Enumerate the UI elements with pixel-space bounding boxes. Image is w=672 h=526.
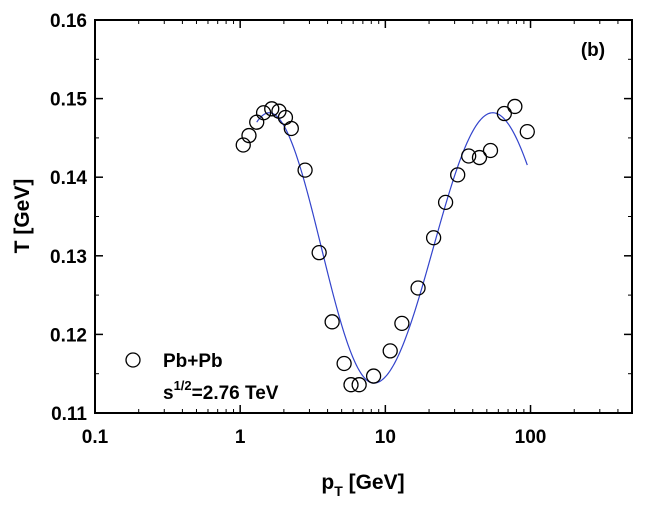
x-axis-title-main: p — [321, 471, 334, 494]
data-point — [297, 162, 313, 178]
x-axis-title-sub: T — [334, 483, 343, 499]
legend-energy: s1/2=2.76 TeV — [163, 378, 279, 404]
data-points — [235, 98, 535, 393]
data-point — [496, 105, 512, 122]
data-point — [382, 343, 398, 359]
data-point — [311, 245, 327, 261]
data-point — [241, 127, 257, 144]
data-point — [482, 142, 499, 159]
fit-curve — [256, 112, 528, 384]
y-axis-title: T [GeV] — [11, 179, 34, 254]
data-point — [425, 230, 442, 246]
data-point — [255, 105, 272, 121]
data-point — [343, 377, 359, 393]
data-point — [336, 355, 352, 372]
y-tick-label: 0.14 — [50, 168, 87, 189]
data-point — [249, 114, 265, 130]
legend-series-label: Pb+Pb — [163, 351, 223, 372]
data-point — [519, 123, 535, 140]
y-tick-label: 0.12 — [50, 325, 87, 346]
y-tick-label: 0.11 — [51, 404, 87, 425]
y-tick-label: 0.13 — [50, 247, 87, 268]
legend-marker — [125, 352, 141, 368]
data-point — [365, 368, 382, 384]
x-tick-label: 100 — [515, 427, 547, 448]
data-point — [410, 280, 426, 296]
data-point — [235, 137, 251, 153]
x-tick-label: 1 — [235, 427, 246, 448]
y-tick-label: 0.16 — [50, 11, 87, 32]
data-point — [507, 98, 523, 115]
y-tick-label: 0.15 — [50, 90, 87, 111]
data-point — [437, 194, 454, 211]
x-axis-title-rest: [GeV] — [343, 471, 405, 494]
plot-frame — [94, 19, 633, 414]
legend-energy-exp: 1/2 — [174, 378, 192, 393]
x-tick-label: 10 — [375, 427, 396, 448]
x-axis-title: pT [GeV] — [321, 471, 404, 499]
legend-energy-value: =2.76 TeV — [192, 383, 279, 404]
data-point — [450, 167, 466, 183]
data-point — [461, 148, 477, 164]
data-point — [264, 101, 280, 117]
x-tick-label: 0.1 — [82, 427, 109, 448]
data-point — [283, 120, 299, 137]
legend-energy-base: s — [163, 383, 174, 404]
data-point — [324, 314, 340, 330]
legend: Pb+Pb s1/2=2.76 TeV — [125, 351, 279, 404]
data-point — [471, 149, 488, 166]
data-point — [394, 315, 410, 332]
panel-label: (b) — [581, 40, 605, 61]
data-point — [351, 377, 367, 393]
